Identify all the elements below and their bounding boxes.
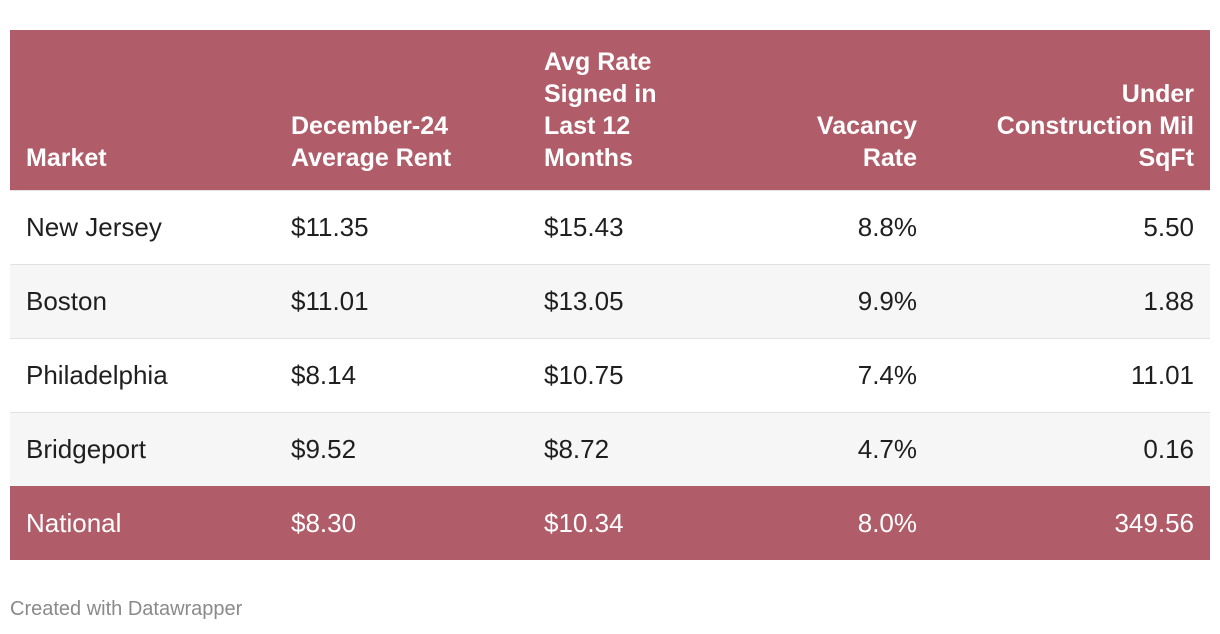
table-cell: $10.34 [528, 486, 735, 560]
header-row: Market December-24 Average Rent Avg Rate Sig… [10, 30, 1210, 190]
table-cell: 5.50 [933, 189, 1210, 264]
column-header-line: Vacancy [816, 111, 917, 140]
table-cell: 8.0% [735, 486, 933, 560]
column-header: Avg Rate Signed in Last 12 Months [528, 30, 735, 190]
table-cell: Bridgeport [10, 411, 275, 486]
table-cell: 11.01 [933, 337, 1210, 412]
table-cell: 0.16 [933, 411, 1210, 486]
table-cell: 8.8% [735, 189, 933, 264]
table-body: New Jersey $11.35 $15.43 8.8% 5.50 Boston $11.… [10, 189, 1210, 560]
table-cell: $13.05 [528, 263, 735, 338]
datawrapper-credit: Created with Datawrapper [10, 598, 243, 620]
table-cell: $15.43 [528, 189, 735, 264]
table-cell: New Jersey [10, 189, 275, 264]
table-cell: 7.4% [735, 337, 933, 412]
table-cell: $8.14 [275, 337, 528, 412]
table-cell: Boston [10, 263, 275, 338]
table-row: Boston $11.01 $13.05 9.9% 1.88 [10, 263, 1210, 338]
column-header-line: Months [544, 143, 633, 172]
column-header-line: Average Rent [291, 143, 452, 172]
column-header-line: Market [26, 143, 107, 172]
column-header-line: Signed in [544, 79, 657, 108]
table-cell: 1.88 [933, 263, 1210, 338]
table-cell: $8.72 [528, 411, 735, 486]
column-header: Under Construction Mil SqFt [933, 30, 1210, 190]
table-row: New Jersey $11.35 $15.43 8.8% 5.50 [10, 189, 1210, 264]
data-table: Market December-24 Average Rent Avg Rate Sig… [10, 30, 1210, 560]
table-cell: 9.9% [735, 263, 933, 338]
table-cell: $8.30 [275, 486, 528, 560]
table-cell: Philadelphia [10, 337, 275, 412]
table-cell: National [10, 486, 275, 560]
table-row-highlight: National $8.30 $10.34 8.0% 349.56 [10, 486, 1210, 560]
column-header: Vacancy Rate [735, 30, 933, 190]
column-header-line: December-24 [291, 111, 449, 140]
table-row: Bridgeport $9.52 $8.72 4.7% 0.16 [10, 411, 1210, 486]
table-cell: $11.35 [275, 189, 528, 264]
column-header-line: SqFt [1138, 143, 1194, 172]
table-cell: $9.52 [275, 411, 528, 486]
table-cell: 349.56 [933, 486, 1210, 560]
table-cell: $11.01 [275, 263, 528, 338]
table-cell: $10.75 [528, 337, 735, 412]
column-header-line: Rate [862, 143, 917, 172]
table-cell: 4.7% [735, 411, 933, 486]
column-header-line: Last 12 [544, 111, 631, 140]
table-header: Market December-24 Average Rent Avg Rate Sig… [10, 30, 1210, 190]
column-header-line: Under [1121, 79, 1194, 108]
column-header: Market [10, 30, 275, 190]
column-header: December-24 Average Rent [275, 30, 528, 190]
table-row: Philadelphia $8.14 $10.75 7.4% 11.01 [10, 337, 1210, 412]
column-header-line: Avg Rate [544, 47, 652, 76]
column-header-line: Construction Mil [996, 111, 1194, 140]
